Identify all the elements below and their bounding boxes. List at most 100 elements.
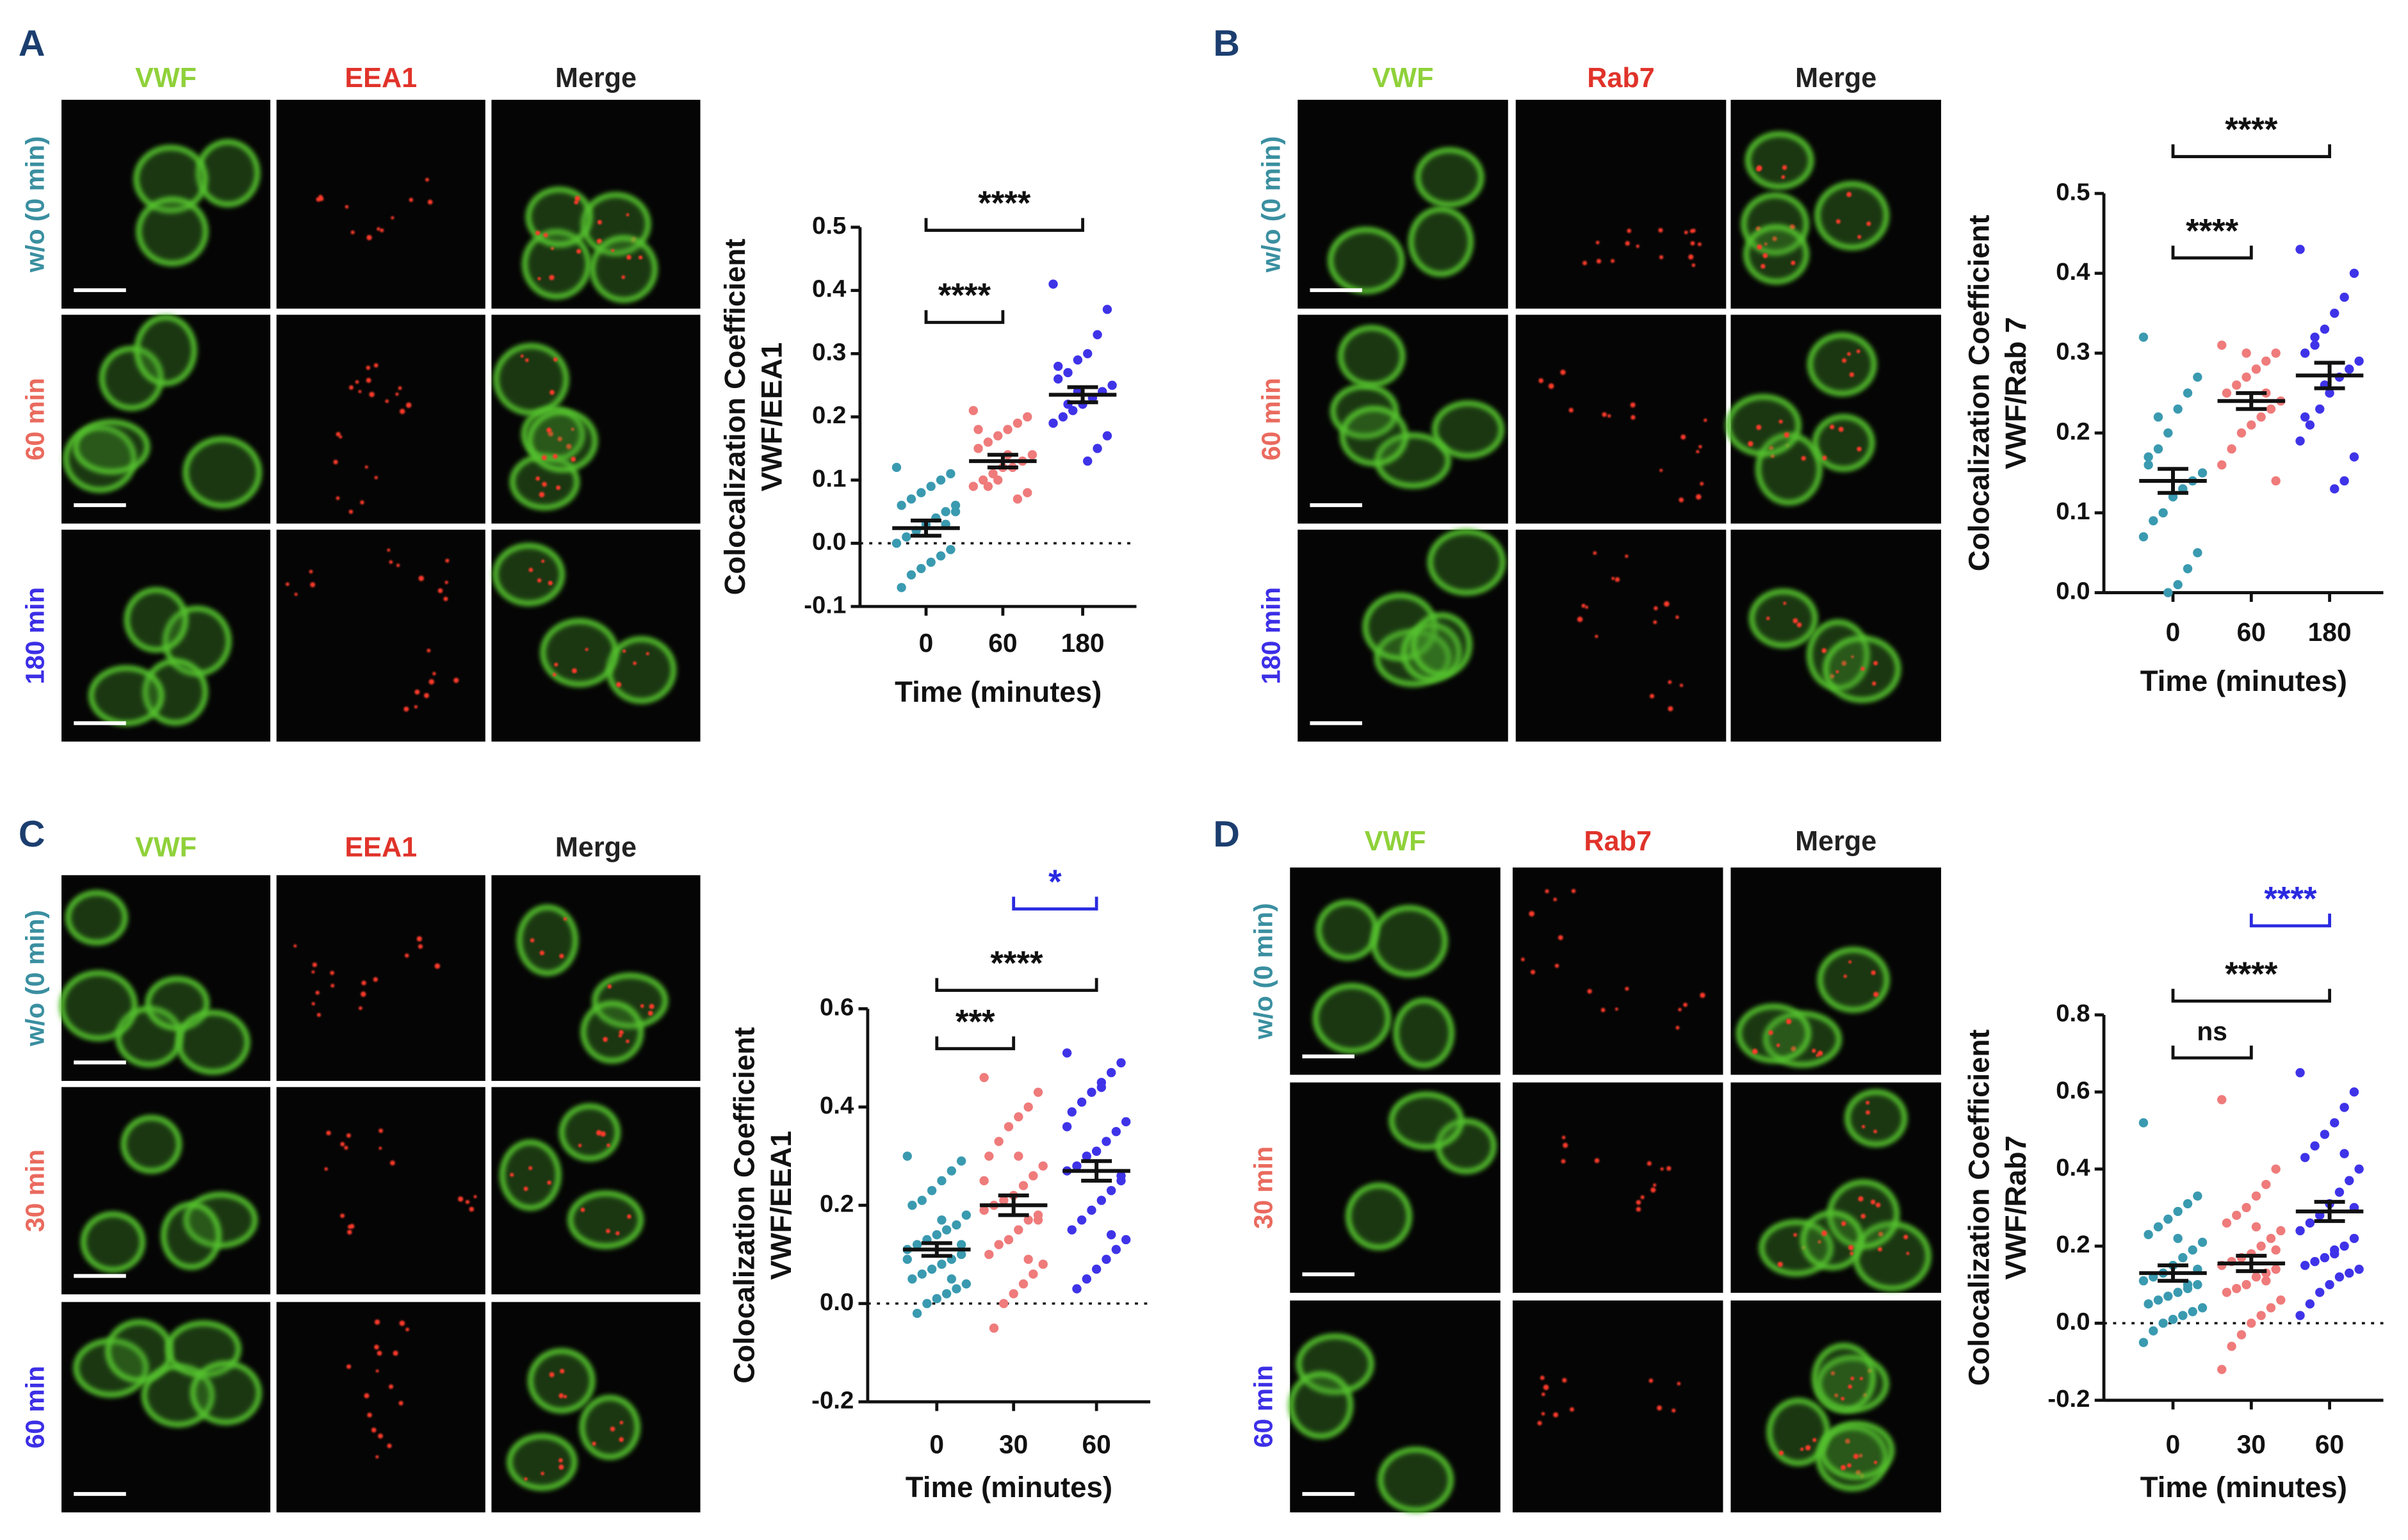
red-puncta: [621, 275, 626, 279]
micrograph: [1298, 314, 1508, 524]
red-puncta: [571, 457, 576, 462]
data-point: [2295, 1226, 2305, 1236]
data-point: [2149, 1326, 2158, 1336]
y-tick-label: 0.8: [2056, 1000, 2090, 1027]
red-puncta: [1668, 680, 1672, 685]
image-background: [1512, 1082, 1723, 1293]
red-puncta: [1563, 1142, 1568, 1148]
red-puncta: [375, 1455, 379, 1459]
data-point: [947, 1274, 956, 1284]
data-point: [2305, 1218, 2315, 1228]
micrograph: [1290, 1082, 1501, 1293]
data-point: [1091, 1146, 1102, 1156]
red-puncta: [1871, 970, 1876, 975]
data-point: [907, 1274, 917, 1284]
red-puncta: [1553, 897, 1558, 902]
image-background: [276, 530, 485, 742]
red-puncta: [1630, 402, 1636, 408]
data-point: [922, 1299, 932, 1308]
y-tick-label: 0.6: [2056, 1076, 2090, 1104]
red-puncta: [1776, 1043, 1780, 1048]
red-puncta: [552, 672, 557, 677]
data-point: [2138, 332, 2149, 342]
data-point: [2271, 1264, 2281, 1274]
red-puncta: [1848, 1384, 1853, 1389]
red-puncta: [1781, 175, 1786, 179]
cell-body: [1745, 131, 1814, 190]
red-puncta: [528, 1166, 533, 1171]
data-point: [2310, 1141, 2320, 1151]
red-puncta: [375, 1369, 379, 1373]
channel-header: VWF: [135, 832, 197, 863]
red-puncta: [1684, 231, 1688, 234]
red-puncta: [326, 1130, 331, 1136]
red-puncta: [311, 970, 315, 974]
red-puncta: [530, 938, 535, 943]
data-point: [1116, 1058, 1126, 1067]
red-puncta: [1538, 378, 1543, 384]
red-puncta: [339, 435, 343, 439]
data-point: [1038, 1260, 1048, 1269]
data-point: [2236, 1330, 2247, 1340]
significance-label: ns: [2197, 1016, 2227, 1046]
data-point: [2271, 476, 2281, 486]
red-puncta: [1666, 1166, 1672, 1171]
data-point: [2173, 1233, 2183, 1244]
red-puncta: [603, 1037, 608, 1042]
data-point: [1111, 1245, 1121, 1254]
error-bar: [1067, 385, 1098, 405]
red-puncta: [358, 390, 362, 393]
data-point: [2305, 420, 2315, 430]
channel-header: VWF: [135, 63, 197, 93]
cell-body: [579, 1395, 640, 1460]
red-puncta: [1561, 1135, 1566, 1140]
data-point: [2354, 1264, 2364, 1274]
data-point: [1093, 330, 1102, 339]
data-point: [979, 1073, 989, 1082]
data-point: [2193, 372, 2202, 382]
channel-header: VWF: [1372, 63, 1434, 93]
data-point: [2349, 268, 2359, 279]
data-point: [994, 1137, 1004, 1146]
red-puncta: [1650, 1187, 1656, 1193]
red-puncta: [294, 592, 298, 596]
cell-body: [525, 186, 593, 248]
micrograph: [1298, 99, 1508, 309]
red-puncta: [1627, 229, 1632, 233]
data-point: [973, 425, 983, 434]
red-puncta: [1878, 1247, 1882, 1252]
red-puncta: [418, 944, 423, 949]
red-puncta: [1830, 425, 1835, 430]
significance-label: ****: [2225, 111, 2278, 149]
red-puncta: [1600, 1008, 1606, 1012]
red-puncta: [1859, 1377, 1864, 1381]
data-point: [1106, 1186, 1116, 1196]
red-puncta: [1860, 1213, 1866, 1219]
significance-label: ****: [2264, 880, 2317, 918]
error-bar: [1081, 1159, 1112, 1183]
red-puncta: [1866, 1110, 1870, 1115]
data-point: [1033, 1215, 1043, 1225]
red-puncta: [559, 953, 564, 959]
micrograph: [1288, 1300, 1501, 1513]
red-puncta: [541, 1471, 544, 1475]
red-puncta: [640, 1004, 644, 1008]
red-puncta: [1553, 1412, 1559, 1418]
red-puncta: [1800, 1447, 1804, 1451]
red-puncta: [1554, 964, 1559, 968]
red-puncta: [524, 1477, 528, 1481]
red-puncta: [1658, 228, 1663, 233]
data-point: [2261, 1179, 2271, 1189]
red-puncta: [1568, 408, 1574, 413]
cell-body: [1748, 588, 1818, 649]
cell-body: [59, 970, 138, 1041]
red-puncta: [418, 575, 424, 581]
red-puncta: [1688, 254, 1694, 260]
data-point: [2163, 428, 2173, 438]
data-point: [952, 1220, 961, 1230]
red-puncta: [385, 399, 389, 403]
data-point: [2188, 1307, 2197, 1317]
red-puncta: [543, 232, 548, 238]
data-point: [906, 570, 916, 580]
red-puncta: [1537, 1420, 1542, 1426]
